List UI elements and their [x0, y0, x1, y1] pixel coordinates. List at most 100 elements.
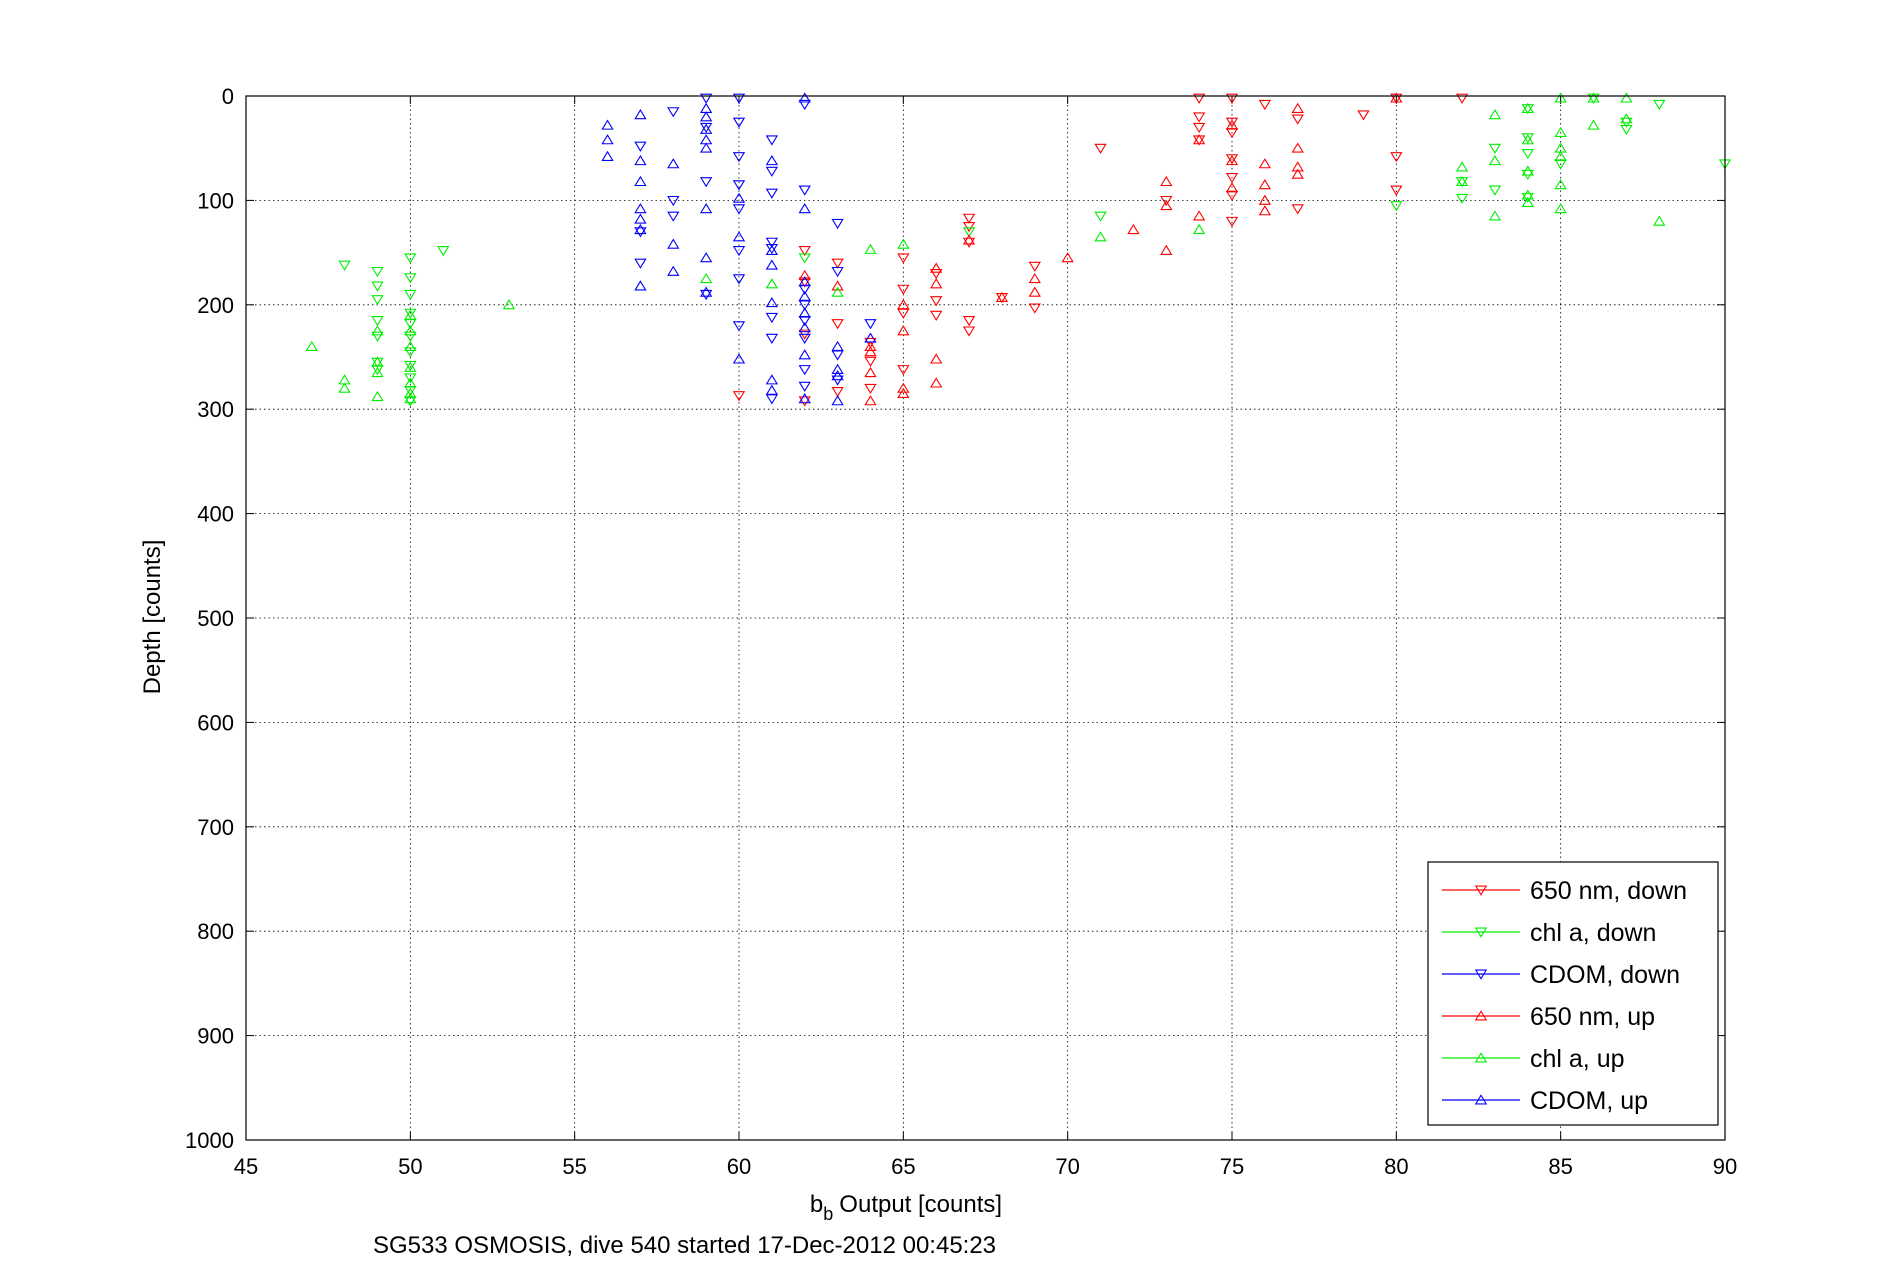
data-point [1258, 205, 1272, 216]
data-point [1160, 244, 1173, 255]
data-point [1521, 148, 1534, 160]
data-point [404, 360, 417, 372]
data-point [930, 278, 943, 289]
data-point [732, 246, 746, 257]
data-point [864, 395, 877, 406]
data-point [1192, 112, 1206, 123]
data-point [1225, 154, 1239, 166]
data-point [1620, 92, 1633, 103]
data-point [831, 258, 844, 269]
data-point [962, 227, 976, 238]
legend-marker [1474, 927, 1488, 938]
data-point [1554, 92, 1567, 103]
grid-lines [246, 96, 1725, 1140]
data-point [404, 309, 417, 320]
data-point [634, 175, 647, 187]
legend: 650 nm, down chl a, down CDOM, down 650 nm,… [1427, 861, 1719, 1126]
data-point [1488, 143, 1502, 154]
data-point [962, 326, 976, 337]
data-point [864, 366, 877, 378]
data-point [1521, 134, 1534, 145]
data-point [765, 333, 779, 344]
data-point [371, 390, 384, 402]
data-point [601, 119, 614, 130]
data-point [798, 246, 811, 257]
legend-marker [1474, 1010, 1488, 1021]
x-tick-label: 55 [562, 1154, 586, 1179]
data-point [897, 382, 910, 393]
data-point [404, 347, 417, 358]
data-point [404, 361, 417, 372]
data-point [798, 365, 811, 376]
data-point [962, 237, 976, 248]
data-point [897, 238, 910, 249]
data-point [831, 387, 844, 398]
x-axis-label-subscript: b [823, 1204, 833, 1224]
data-point [667, 195, 680, 207]
data-point [1028, 261, 1041, 272]
data-point [1455, 93, 1469, 104]
data-point [897, 308, 910, 319]
data-point [1291, 168, 1304, 179]
y-tick-label: 300 [197, 397, 234, 422]
data-point [897, 253, 910, 264]
data-point [1521, 189, 1534, 200]
data-point [1390, 185, 1403, 196]
data-point [765, 384, 779, 395]
y-tick-label: 100 [197, 188, 234, 213]
data-point [798, 92, 811, 103]
data-point [1160, 195, 1173, 207]
data-point [1587, 119, 1600, 130]
data-point [1192, 134, 1206, 145]
data-point [634, 203, 647, 214]
data-point [765, 278, 779, 289]
data-point [1455, 193, 1469, 205]
data-point [930, 296, 943, 307]
data-point [897, 284, 910, 295]
data-point [1291, 204, 1304, 215]
data-point [732, 353, 746, 364]
data-point [1225, 216, 1239, 228]
data-point [831, 375, 844, 386]
data-point [1192, 122, 1206, 134]
data-point [1192, 210, 1206, 221]
data-point [1587, 92, 1600, 103]
data-point [699, 111, 713, 122]
data-point [1554, 150, 1567, 162]
data-point [1028, 303, 1041, 314]
data-point [1521, 102, 1534, 113]
data-point [1488, 154, 1502, 166]
data-point [732, 192, 746, 203]
data-point [404, 308, 417, 319]
x-tick-label: 45 [234, 1154, 258, 1179]
data-point [371, 356, 384, 367]
data-point [699, 289, 713, 301]
data-point [699, 272, 713, 284]
legend-label: 650 nm, up [1530, 1003, 1655, 1031]
y-tick-label: 500 [197, 606, 234, 631]
data-point [765, 296, 779, 308]
data-point [371, 316, 384, 327]
data-point [371, 325, 384, 336]
data-point [831, 350, 844, 361]
data-point [634, 213, 647, 224]
data-point [699, 203, 713, 214]
data-point [831, 280, 844, 291]
data-point [634, 280, 647, 291]
data-point [404, 377, 417, 388]
data-point [338, 382, 351, 393]
data-point [897, 387, 910, 398]
y-tick-label: 400 [197, 502, 234, 527]
data-point [1488, 185, 1502, 196]
data-point [798, 393, 811, 404]
data-point [1258, 194, 1272, 205]
data-point [699, 252, 713, 263]
data-point [765, 166, 779, 177]
data-point [667, 211, 680, 222]
data-point [831, 218, 844, 230]
data-points [305, 92, 1732, 407]
data-point [1094, 143, 1107, 154]
x-tick-label: 65 [891, 1154, 915, 1179]
data-point [831, 370, 844, 381]
